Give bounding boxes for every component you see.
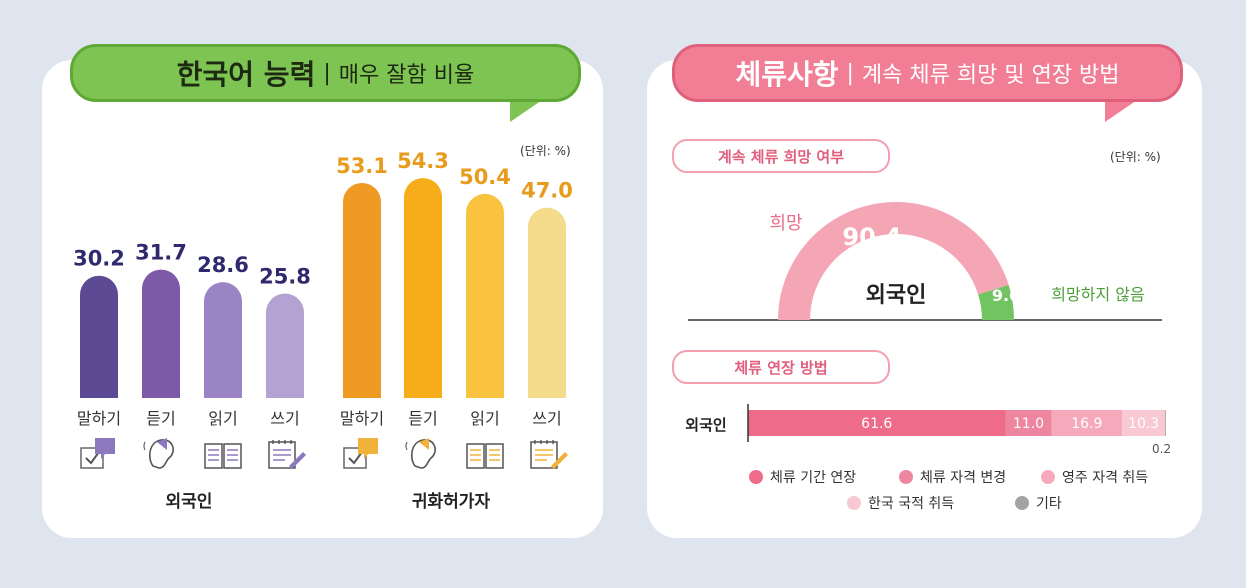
stacked-segment [1051,410,1123,436]
writing-notepad-icon [268,440,306,469]
bar [266,293,304,398]
legend-label: 체류 기간 연장 [770,470,856,486]
category-label: 듣기 [146,409,175,428]
writing-notepad-icon [530,440,568,469]
category-label: 쓰기 [270,409,299,428]
bar-value-label: 54.3 [397,149,449,173]
legend-label: 한국 국적 취득 [868,496,954,512]
legend-label: 체류 자격 변경 [920,470,1006,486]
bar [80,275,118,398]
speech-bubble-icon [80,438,115,469]
banner-title-rest: 매우 잘함 비율 [338,63,475,88]
stacked-segment [1165,410,1166,436]
category-label: 읽기 [208,409,237,428]
legend-label: 영주 자격 취득 [1062,470,1148,486]
banner-title-rest: 계속 체류 희망 및 연장 방법 [861,63,1120,88]
slice-value-label: 9.6 [992,286,1020,305]
bar-value-label: 53.1 [336,154,388,178]
segment-value-label: 10.3 [1128,416,1159,432]
bar [466,193,504,398]
banner-separator: | [323,60,331,86]
bar [528,207,566,398]
banner-title-strong: 체류사항 [735,58,839,91]
bar [142,269,180,398]
category-label: 쓰기 [532,409,561,428]
segment-value-label: 0.2 [1152,442,1171,456]
category-label: 말하기 [340,409,384,428]
legend-swatch [749,470,763,484]
listening-ear-icon [143,438,174,469]
group-label: 외국인 [166,492,213,512]
legend-swatch [1015,496,1029,510]
category-label: 말하기 [77,409,121,428]
listening-ear-icon [405,438,436,469]
korean-ability-panel [42,60,603,538]
bar [404,178,442,398]
donut-slice [777,201,1009,320]
segment-value-label: 11.0 [1013,416,1044,432]
stacked-category-label: 외국인 [685,416,726,434]
speech-bubble-icon [343,438,378,469]
left-unit-label: (단위: %) [520,144,571,158]
donut-center-label: 외국인 [866,283,927,308]
stacked-segment [1005,410,1052,436]
right-unit-label: (단위: %) [1110,150,1161,164]
legend-label: 기타 [1036,496,1062,512]
bar [204,282,242,398]
legend-swatch [899,470,913,484]
bar-value-label: 30.2 [73,247,125,271]
open-book-icon [204,443,242,469]
banner-separator: | [846,60,854,86]
bar-value-label: 47.0 [521,179,573,203]
bar [343,182,381,398]
slice-name-label: 희망 [769,213,802,234]
donut-slice [978,284,1014,320]
stay-wish-subtitle: 계속 체류 희망 여부 [672,139,890,173]
legend-swatch [847,496,861,510]
bar-value-label: 25.8 [259,265,311,289]
segment-value-label: 61.6 [861,416,892,432]
residence-banner: 체류사항 | 계속 체류 희망 및 연장 방법 [672,44,1183,102]
segment-value-label: 16.9 [1071,416,1102,432]
slice-value-label: 90.4 [842,223,901,251]
category-label: 읽기 [470,409,499,428]
slice-name-label: 희망하지 않음 [1051,285,1144,304]
stacked-segment [748,410,1006,436]
category-label: 듣기 [408,409,437,428]
open-book-icon [466,443,504,469]
korean-ability-banner: 한국어 능력 | 매우 잘함 비율 [70,44,581,102]
legend-swatch [1041,470,1055,484]
bar-value-label: 28.6 [197,253,249,277]
bar-value-label: 31.7 [135,241,187,265]
banner-title-strong: 한국어 능력 [176,58,316,91]
extension-method-subtitle: 체류 연장 방법 [672,350,890,384]
group-label: 귀화허가자 [412,492,491,512]
bar-value-label: 50.4 [459,165,511,189]
stacked-segment [1122,410,1166,436]
